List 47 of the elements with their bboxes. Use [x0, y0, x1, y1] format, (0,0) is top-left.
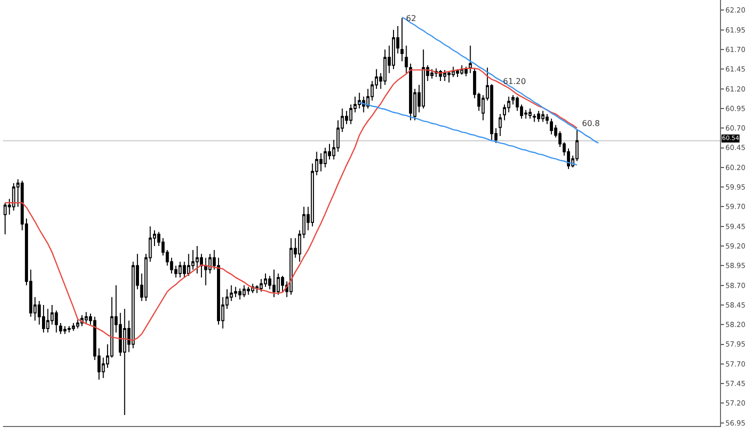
candlestick	[276, 273, 280, 296]
candlestick	[4, 202, 7, 235]
candlestick	[187, 253, 190, 276]
candlestick	[537, 110, 540, 122]
candlestick	[46, 308, 50, 333]
candlestick	[528, 108, 532, 120]
candlestick	[178, 261, 182, 278]
candlestick	[400, 18, 404, 62]
candlestick	[456, 68, 460, 78]
candlestick	[443, 69, 446, 82]
candlestick	[84, 312, 88, 324]
annotation: 62	[406, 14, 416, 23]
candlestick	[59, 322, 62, 335]
candlestick	[234, 286, 238, 298]
candlestick	[550, 118, 553, 135]
candlestick	[464, 66, 468, 77]
candlestick	[72, 322, 75, 332]
candlestick	[63, 326, 66, 335]
candlestick	[123, 308, 126, 416]
candlestick	[196, 246, 199, 274]
line-series	[4, 68, 578, 341]
candlestick	[290, 238, 293, 296]
candlestick	[392, 29, 396, 70]
annotation: 61.20	[503, 77, 526, 86]
candlestick	[242, 284, 246, 298]
line-series	[358, 102, 578, 166]
candlestick	[264, 273, 268, 288]
candlestick	[324, 147, 327, 168]
candlestick	[498, 113, 502, 136]
candlestick	[422, 49, 425, 109]
candlestick	[447, 71, 451, 84]
candlestick	[468, 45, 472, 74]
candlestick	[68, 326, 71, 333]
candlestick	[532, 113, 536, 122]
candlestick	[238, 288, 242, 300]
candlestick	[12, 182, 16, 212]
candlestick	[204, 257, 208, 286]
candlestick	[383, 49, 387, 86]
candlestick	[358, 92, 361, 109]
candlestick	[272, 269, 276, 298]
candlestick	[546, 113, 549, 125]
candlestick	[541, 110, 544, 122]
candlestick	[246, 286, 250, 296]
candlestick	[76, 319, 80, 330]
candlestick	[430, 68, 434, 80]
annotation: 60.8	[582, 119, 600, 128]
line-series	[401, 16, 599, 144]
